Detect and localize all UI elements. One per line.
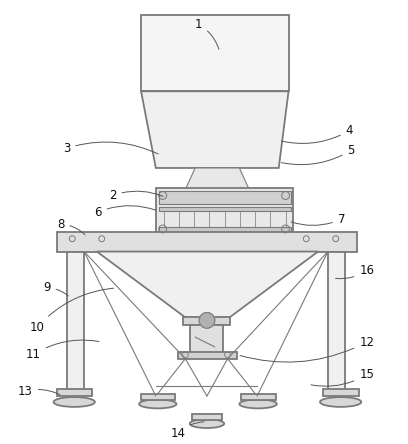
Polygon shape	[323, 389, 359, 396]
Bar	[141, 15, 288, 91]
Bar	[159, 227, 290, 232]
Ellipse shape	[239, 400, 277, 408]
Bar	[178, 352, 237, 359]
Bar	[159, 190, 290, 204]
Text: 13: 13	[18, 385, 60, 398]
Polygon shape	[141, 91, 288, 168]
Polygon shape	[242, 394, 276, 400]
Text: 8: 8	[57, 218, 85, 235]
Text: 2: 2	[109, 189, 163, 202]
Bar	[67, 252, 84, 391]
Text: 9: 9	[43, 281, 68, 296]
Ellipse shape	[320, 397, 361, 407]
Polygon shape	[141, 394, 175, 400]
Ellipse shape	[190, 419, 224, 428]
Text: 1: 1	[195, 18, 219, 49]
Circle shape	[199, 313, 215, 328]
Text: 5: 5	[282, 144, 355, 165]
Text: 16: 16	[335, 264, 375, 279]
Text: 6: 6	[94, 206, 156, 219]
Text: 3: 3	[63, 142, 158, 155]
Text: 15: 15	[311, 368, 374, 386]
Polygon shape	[58, 389, 92, 396]
Polygon shape	[192, 414, 222, 420]
Text: 12: 12	[240, 336, 375, 362]
Ellipse shape	[53, 397, 95, 407]
Bar	[190, 325, 223, 355]
Text: 11: 11	[26, 340, 99, 361]
Text: 4: 4	[282, 124, 353, 143]
Ellipse shape	[139, 400, 177, 408]
Polygon shape	[97, 252, 318, 317]
Text: 14: 14	[170, 422, 204, 440]
Bar	[183, 317, 230, 325]
Text: 10: 10	[30, 288, 114, 334]
Bar	[159, 207, 290, 211]
Bar	[328, 252, 345, 391]
Bar	[58, 232, 357, 252]
Polygon shape	[185, 168, 249, 190]
Text: 7: 7	[291, 213, 345, 226]
Bar	[156, 188, 293, 232]
